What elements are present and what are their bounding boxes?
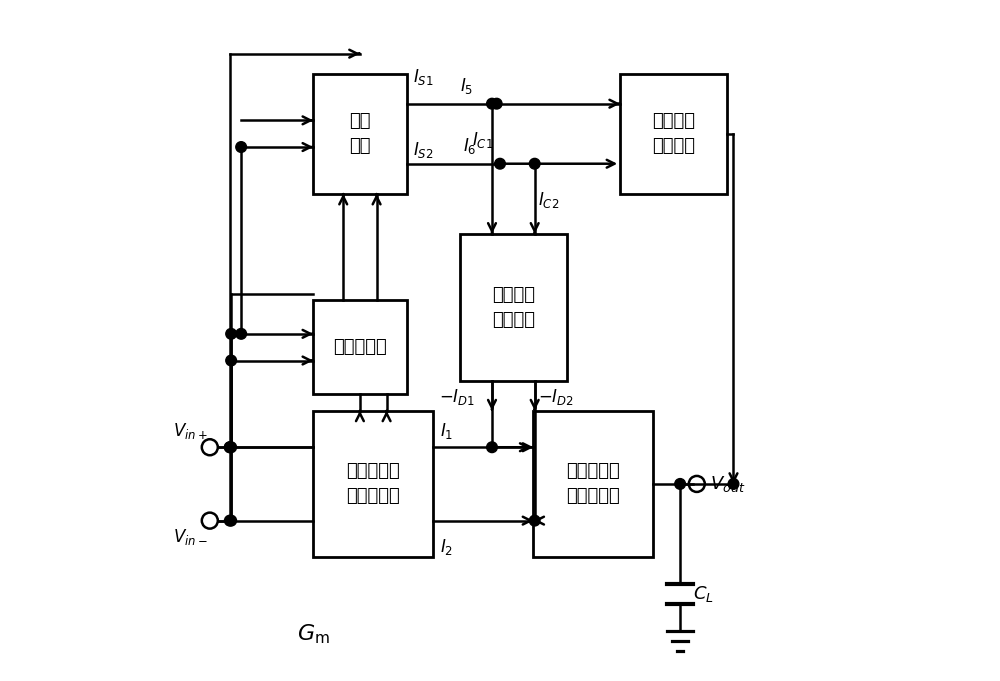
FancyBboxPatch shape: [533, 411, 653, 557]
Text: $I_{6}$: $I_{6}$: [463, 136, 477, 156]
FancyBboxPatch shape: [460, 234, 567, 381]
Text: $C_L$: $C_L$: [693, 584, 714, 604]
Circle shape: [529, 516, 540, 526]
Text: 差分电流
重新分配: 差分电流 重新分配: [492, 285, 535, 329]
Circle shape: [728, 479, 739, 489]
Text: $I_{S2}$: $I_{S2}$: [413, 140, 434, 161]
FancyBboxPatch shape: [313, 411, 433, 557]
Circle shape: [224, 442, 235, 453]
Circle shape: [226, 442, 236, 453]
Circle shape: [224, 442, 235, 453]
Circle shape: [236, 142, 246, 153]
Text: $-I_{D1}$: $-I_{D1}$: [439, 387, 475, 407]
Text: $-I_{D2}$: $-I_{D2}$: [538, 387, 574, 407]
Text: 运算跨导放
大器输入级: 运算跨导放 大器输入级: [346, 462, 400, 505]
Circle shape: [495, 159, 505, 169]
Text: $I_{S1}$: $I_{S1}$: [413, 67, 434, 87]
Text: $V_{out}$: $V_{out}$: [710, 474, 745, 494]
Text: $I_{C1}$: $I_{C1}$: [472, 130, 493, 151]
Text: 自适应偏置: 自适应偏置: [333, 338, 387, 356]
Circle shape: [675, 479, 685, 489]
Circle shape: [226, 328, 236, 339]
Text: $V_{in-}$: $V_{in-}$: [173, 527, 208, 548]
Circle shape: [487, 442, 497, 453]
Text: 动态输出
驱动控制: 动态输出 驱动控制: [652, 112, 695, 155]
Text: 运算跨导放
大器输出级: 运算跨导放 大器输出级: [567, 462, 620, 505]
Circle shape: [226, 516, 236, 526]
Text: $I_{C2}$: $I_{C2}$: [538, 191, 559, 210]
Text: $V_{in+}$: $V_{in+}$: [173, 421, 208, 441]
Circle shape: [529, 159, 540, 169]
Text: $I_{5}$: $I_{5}$: [460, 76, 473, 95]
Circle shape: [487, 98, 497, 109]
Text: $G_{\rm m}$: $G_{\rm m}$: [297, 622, 330, 646]
Circle shape: [236, 328, 246, 339]
FancyBboxPatch shape: [313, 74, 407, 193]
Text: 电流
检测: 电流 检测: [349, 112, 371, 155]
Circle shape: [226, 355, 236, 366]
Text: $I_{1}$: $I_{1}$: [440, 421, 453, 441]
Circle shape: [491, 98, 502, 109]
FancyBboxPatch shape: [313, 300, 407, 394]
FancyBboxPatch shape: [620, 74, 727, 193]
Circle shape: [224, 516, 235, 526]
Text: $I_{2}$: $I_{2}$: [440, 537, 453, 557]
